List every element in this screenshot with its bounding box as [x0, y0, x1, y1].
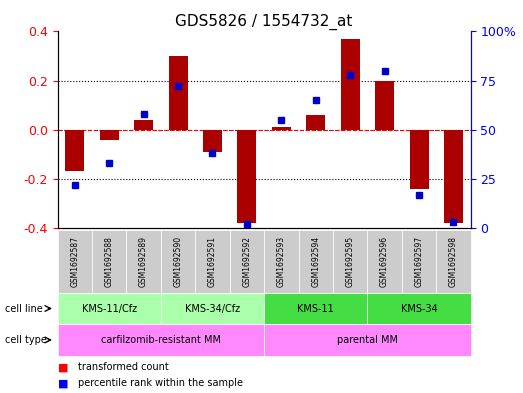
Bar	[444, 130, 463, 223]
Text: carfilzomib-resistant MM: carfilzomib-resistant MM	[101, 335, 221, 345]
Text: GSM1692591: GSM1692591	[208, 236, 217, 287]
Text: ■: ■	[58, 378, 68, 388]
Bar	[168, 56, 188, 130]
Text: GSM1692594: GSM1692594	[311, 236, 320, 287]
Text: GSM1692597: GSM1692597	[415, 236, 424, 287]
Text: GSM1692592: GSM1692592	[242, 236, 252, 287]
Bar	[203, 130, 222, 152]
Text: ■: ■	[58, 362, 68, 373]
Text: GSM1692587: GSM1692587	[70, 236, 79, 287]
Text: parental MM: parental MM	[337, 335, 398, 345]
Title: GDS5826 / 1554732_at: GDS5826 / 1554732_at	[175, 14, 353, 30]
Bar	[340, 39, 360, 130]
Bar	[272, 127, 291, 130]
Text: GSM1692598: GSM1692598	[449, 236, 458, 287]
Text: percentile rank within the sample: percentile rank within the sample	[78, 378, 243, 388]
Bar	[237, 130, 256, 223]
Text: KMS-34/Cfz: KMS-34/Cfz	[185, 303, 240, 314]
Text: transformed count: transformed count	[78, 362, 169, 373]
Text: GSM1692588: GSM1692588	[105, 236, 113, 287]
Text: KMS-34: KMS-34	[401, 303, 437, 314]
Bar	[65, 130, 84, 171]
Text: GSM1692595: GSM1692595	[346, 236, 355, 287]
Text: KMS-11: KMS-11	[298, 303, 334, 314]
Bar	[375, 81, 394, 130]
Text: GSM1692589: GSM1692589	[139, 236, 148, 287]
Text: KMS-11/Cfz: KMS-11/Cfz	[82, 303, 137, 314]
Text: GSM1692593: GSM1692593	[277, 236, 286, 287]
Text: GSM1692596: GSM1692596	[380, 236, 389, 287]
Bar	[134, 120, 153, 130]
Text: cell type: cell type	[5, 335, 47, 345]
Text: GSM1692590: GSM1692590	[174, 236, 183, 287]
Bar	[306, 115, 325, 130]
Bar	[410, 130, 428, 189]
Bar	[100, 130, 119, 140]
Text: cell line: cell line	[5, 303, 43, 314]
